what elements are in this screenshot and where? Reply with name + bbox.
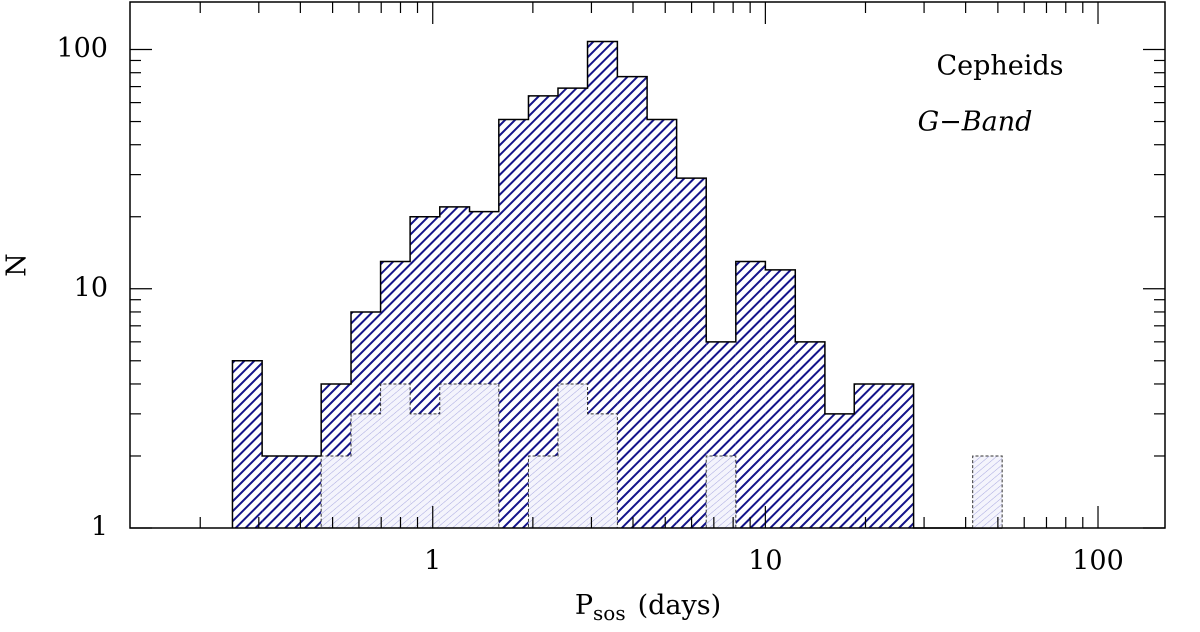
x-tick-label: 100: [1072, 546, 1124, 577]
annotation: G−Band: [918, 107, 1033, 138]
bar: [439, 383, 470, 528]
histogram-outline: [231, 40, 1003, 529]
x-label-main: P: [575, 590, 593, 621]
bar: [972, 455, 1003, 528]
x-label-sub: sos: [593, 601, 626, 625]
bar: [469, 383, 499, 528]
bar: [706, 455, 736, 528]
bar: [410, 413, 440, 528]
bar: [232, 360, 263, 528]
bar: [647, 119, 677, 528]
bar: [735, 261, 766, 528]
annotation: Cepheids: [936, 51, 1063, 82]
y-tick-label: 100: [56, 33, 108, 64]
bar: [351, 413, 381, 528]
bar: [557, 383, 588, 528]
axes: 1 10 100 1 10 100: [56, 1, 1166, 577]
x-label-unit: (days): [638, 590, 722, 621]
bar: [795, 341, 825, 528]
bar: [617, 76, 648, 528]
plot-frame: [129, 1, 1166, 529]
bar: [321, 455, 352, 528]
bar: [380, 383, 411, 528]
bar: [262, 455, 292, 528]
bar: [854, 383, 884, 528]
bar: [528, 455, 558, 528]
y-tick-label: 10: [74, 272, 108, 303]
x-axis-label: Psos (days): [575, 590, 721, 625]
x-tick-label: 1: [424, 546, 441, 577]
bar: [587, 413, 618, 528]
bar: [498, 119, 529, 528]
bars: [231, 40, 1003, 529]
bar: [765, 269, 796, 528]
bar: [824, 413, 855, 528]
y-tick-label: 1: [91, 512, 108, 543]
bar: [291, 455, 322, 528]
y-axis-label: N: [2, 253, 33, 277]
bar: [883, 383, 914, 528]
x-tick-label: 10: [748, 546, 782, 577]
bar: [676, 178, 707, 528]
